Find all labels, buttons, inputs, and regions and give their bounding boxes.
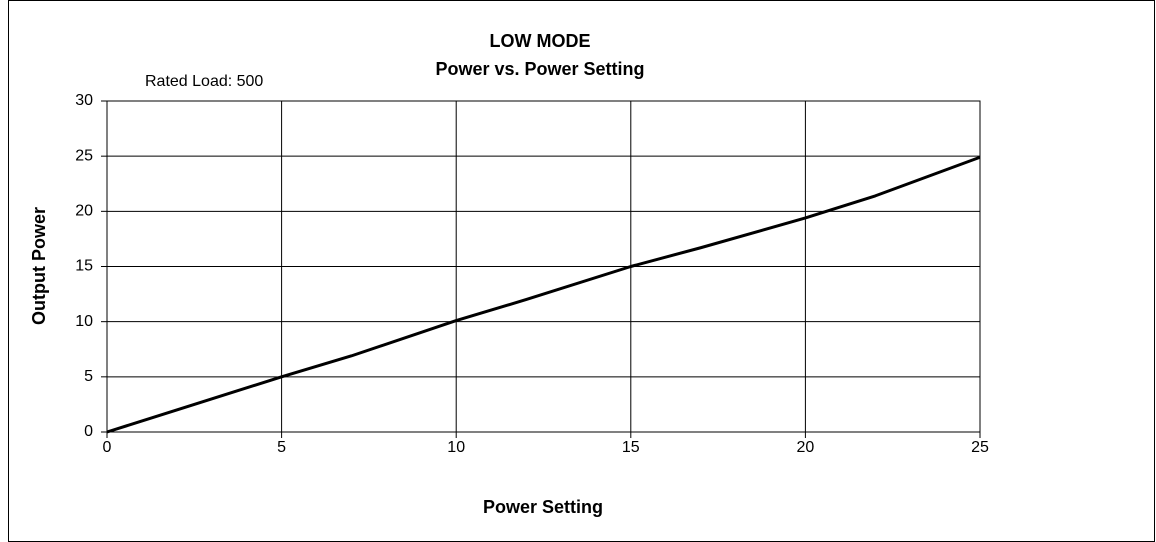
y-axis-label: Output Power: [29, 207, 49, 325]
y-tick-label: 20: [75, 203, 93, 220]
x-tick-label: 5: [277, 439, 286, 456]
line-series: [106, 155, 981, 434]
plot-area: [106, 100, 981, 433]
x-tick-label: 25: [971, 439, 989, 456]
chart-subtitle: Power vs. Power Setting: [435, 59, 644, 79]
x-tick-label: 0: [103, 439, 112, 456]
x-tick-label: 20: [797, 439, 815, 456]
x-tick-label: 15: [622, 439, 640, 456]
chart-title: LOW MODE: [490, 31, 591, 51]
y-tick-label: 10: [75, 313, 93, 330]
y-tick-label: 15: [75, 258, 93, 275]
y-tick-label: 25: [75, 147, 93, 164]
y-tick-label: 30: [75, 92, 93, 109]
y-tick-label: 5: [84, 368, 93, 385]
x-tick-label: 10: [447, 439, 465, 456]
frame: [8, 0, 1155, 542]
x-axis-label: Power Setting: [483, 497, 603, 517]
annotation: Rated Load: 500: [145, 73, 263, 90]
y-tick-label: 0: [84, 423, 93, 440]
